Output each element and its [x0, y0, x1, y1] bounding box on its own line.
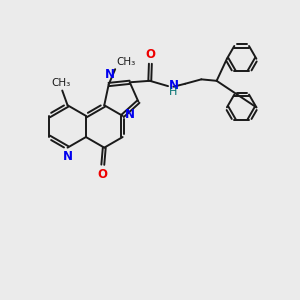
Text: O: O	[97, 168, 107, 181]
Text: H: H	[169, 87, 177, 97]
Text: CH₃: CH₃	[117, 57, 136, 67]
Text: N: N	[63, 150, 73, 163]
Text: N: N	[169, 79, 179, 92]
Text: N: N	[125, 108, 135, 121]
Text: CH₃: CH₃	[51, 79, 70, 88]
Text: O: O	[146, 48, 155, 61]
Text: N: N	[105, 68, 115, 81]
